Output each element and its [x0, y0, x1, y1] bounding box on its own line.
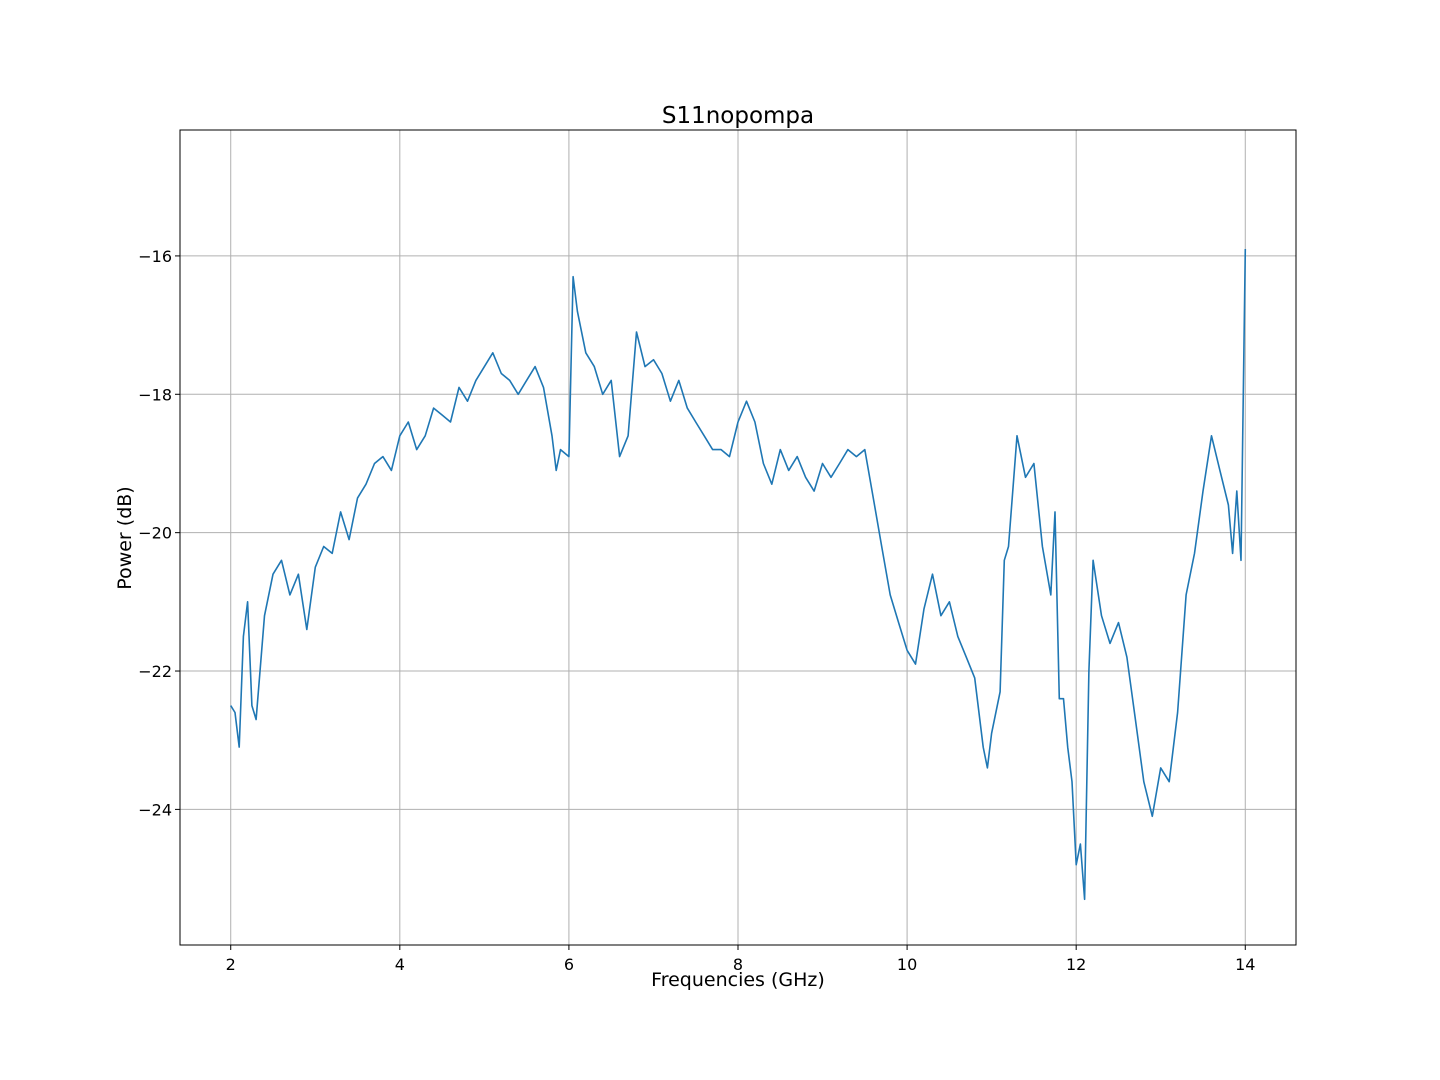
y-tick-label: −18	[138, 385, 172, 404]
y-tick-label: −24	[138, 800, 172, 819]
series-line	[230, 248, 1247, 901]
y-tick-label: −22	[138, 662, 172, 681]
y-axis-label: Power (dB)	[114, 486, 136, 589]
x-tick-label: 14	[1235, 955, 1255, 974]
x-tick-label: 4	[395, 955, 405, 974]
x-tick-label: 6	[564, 955, 574, 974]
grid	[180, 130, 1296, 945]
y-tick-label: −16	[138, 247, 172, 266]
series-layer	[230, 248, 1247, 901]
x-tick-label: 12	[1066, 955, 1086, 974]
x-tick-label: 8	[733, 955, 743, 974]
y-tick-label: −20	[138, 524, 172, 543]
y-axis: −16 −18 −20 −22 −24	[138, 247, 180, 819]
chart-title: S11nopompa	[662, 103, 814, 129]
x-tick-label: 2	[226, 955, 236, 974]
x-axis: 2 4 6 8 10 12 14	[226, 945, 1255, 974]
x-axis-label: Frequencies (GHz)	[651, 969, 825, 991]
x-tick-label: 10	[897, 955, 917, 974]
